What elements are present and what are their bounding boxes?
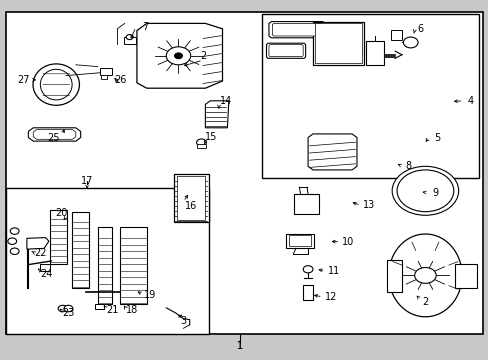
Text: 25: 25: [47, 132, 60, 143]
Text: 23: 23: [62, 308, 75, 318]
Polygon shape: [307, 134, 356, 170]
Text: 7: 7: [142, 22, 148, 32]
Polygon shape: [268, 22, 325, 38]
Text: 5: 5: [434, 132, 440, 143]
Polygon shape: [268, 45, 303, 57]
Text: 13: 13: [362, 200, 375, 210]
Circle shape: [396, 170, 453, 212]
Bar: [50, 210, 67, 264]
Text: 1: 1: [236, 341, 242, 351]
Ellipse shape: [40, 69, 72, 100]
Bar: [95, 304, 104, 309]
Bar: [6, 12, 482, 334]
Text: 26: 26: [114, 75, 126, 85]
Text: 2: 2: [200, 51, 205, 61]
Text: 10: 10: [341, 237, 354, 247]
Polygon shape: [272, 23, 321, 36]
Bar: [365, 41, 384, 65]
Polygon shape: [28, 128, 81, 141]
Bar: [173, 174, 208, 222]
Bar: [294, 194, 318, 214]
Bar: [6, 188, 208, 334]
Text: 15: 15: [204, 132, 217, 142]
Circle shape: [174, 53, 182, 59]
Circle shape: [58, 305, 67, 312]
Bar: [123, 37, 136, 44]
Polygon shape: [205, 101, 228, 128]
Bar: [120, 227, 146, 304]
Bar: [386, 260, 401, 292]
Text: 2: 2: [422, 297, 427, 307]
Circle shape: [303, 266, 312, 273]
Bar: [261, 14, 478, 178]
Text: 4: 4: [467, 96, 472, 106]
Bar: [454, 264, 476, 288]
Bar: [100, 68, 112, 75]
Text: 27: 27: [17, 75, 30, 85]
Text: 22: 22: [34, 248, 46, 258]
Text: 17: 17: [81, 176, 93, 186]
Text: 9: 9: [431, 188, 437, 198]
Circle shape: [10, 228, 19, 234]
Bar: [197, 144, 205, 148]
Polygon shape: [27, 238, 49, 249]
Text: 16: 16: [184, 201, 197, 211]
Text: 3: 3: [180, 316, 186, 326]
Circle shape: [126, 35, 133, 40]
Bar: [72, 212, 89, 288]
Ellipse shape: [33, 64, 80, 105]
Text: 19: 19: [143, 290, 156, 300]
Circle shape: [196, 139, 206, 146]
Text: 14: 14: [219, 96, 232, 106]
Circle shape: [414, 267, 435, 283]
Bar: [40, 264, 50, 271]
Bar: [285, 234, 313, 248]
Bar: [98, 227, 112, 304]
Text: 18: 18: [125, 305, 138, 315]
Polygon shape: [266, 43, 305, 58]
Bar: [303, 285, 312, 300]
Bar: [315, 23, 361, 63]
Circle shape: [403, 37, 417, 48]
Polygon shape: [33, 130, 76, 139]
Text: 24: 24: [40, 269, 53, 279]
Circle shape: [166, 47, 190, 65]
Circle shape: [391, 166, 458, 215]
Bar: [101, 75, 107, 79]
Text: 20: 20: [55, 208, 68, 218]
Bar: [177, 176, 205, 220]
Bar: [288, 235, 310, 246]
Text: 21: 21: [106, 305, 119, 315]
Circle shape: [8, 238, 17, 244]
Bar: [312, 22, 364, 65]
Text: 6: 6: [417, 24, 423, 34]
Circle shape: [64, 305, 73, 312]
Text: 11: 11: [327, 266, 340, 276]
Polygon shape: [137, 23, 222, 88]
Polygon shape: [388, 234, 461, 317]
Bar: [390, 30, 401, 40]
Text: 12: 12: [324, 292, 337, 302]
Text: 8: 8: [405, 161, 410, 171]
Text: 1: 1: [236, 341, 242, 351]
Circle shape: [10, 248, 19, 255]
